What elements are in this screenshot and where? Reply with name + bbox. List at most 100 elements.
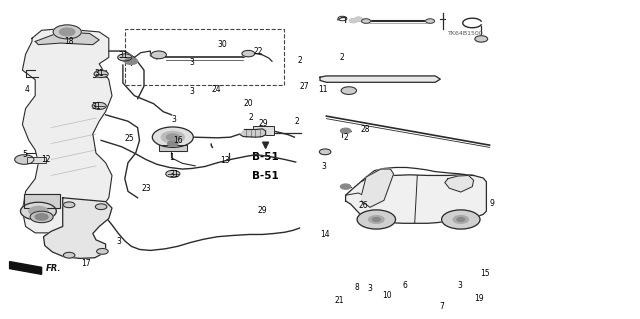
- Text: 2: 2: [294, 117, 300, 126]
- Text: 25: 25: [124, 134, 134, 143]
- Text: 2: 2: [343, 133, 348, 142]
- Text: 29: 29: [257, 206, 268, 215]
- Bar: [24, 194, 60, 208]
- Text: FR.: FR.: [46, 264, 61, 273]
- Text: 21: 21: [335, 296, 344, 305]
- Circle shape: [166, 134, 179, 140]
- Text: 31: 31: [169, 170, 179, 179]
- Circle shape: [30, 211, 53, 223]
- Circle shape: [475, 36, 488, 42]
- Polygon shape: [445, 175, 474, 192]
- Text: 19: 19: [474, 294, 484, 303]
- Text: 31: 31: [91, 102, 101, 111]
- Text: 6: 6: [402, 281, 407, 290]
- Text: 23: 23: [141, 184, 151, 193]
- Bar: [27, 157, 46, 163]
- Polygon shape: [362, 169, 394, 207]
- Text: 26: 26: [358, 201, 369, 210]
- Polygon shape: [35, 32, 99, 45]
- Circle shape: [369, 216, 384, 223]
- Circle shape: [35, 214, 48, 220]
- Polygon shape: [240, 129, 266, 137]
- Circle shape: [357, 210, 396, 229]
- Text: 15: 15: [480, 269, 490, 278]
- Polygon shape: [44, 198, 112, 258]
- Circle shape: [362, 19, 371, 23]
- Text: 3: 3: [189, 87, 195, 96]
- Circle shape: [92, 102, 106, 109]
- Text: B-51: B-51: [252, 152, 279, 162]
- Circle shape: [20, 202, 56, 220]
- Text: 16: 16: [173, 136, 183, 145]
- Text: 2: 2: [297, 56, 302, 65]
- Text: 3: 3: [457, 281, 462, 290]
- Circle shape: [60, 28, 75, 36]
- Text: 13: 13: [220, 156, 230, 165]
- Circle shape: [63, 252, 75, 258]
- Text: 3: 3: [321, 162, 326, 171]
- Circle shape: [361, 19, 369, 23]
- Circle shape: [152, 127, 193, 147]
- Circle shape: [340, 128, 351, 133]
- Circle shape: [319, 149, 331, 155]
- Text: 28: 28: [360, 125, 369, 134]
- Text: 12: 12: [42, 155, 51, 164]
- Bar: [159, 145, 187, 151]
- Polygon shape: [10, 262, 42, 274]
- Text: 22: 22: [254, 47, 263, 56]
- Polygon shape: [320, 76, 440, 82]
- Polygon shape: [346, 175, 486, 223]
- Text: 2: 2: [339, 53, 344, 62]
- Circle shape: [457, 218, 465, 221]
- Polygon shape: [22, 29, 112, 233]
- Circle shape: [242, 50, 255, 57]
- Circle shape: [453, 216, 468, 223]
- Bar: [27, 157, 46, 163]
- Text: 7: 7: [439, 302, 444, 311]
- Text: 14: 14: [320, 230, 330, 239]
- FancyBboxPatch shape: [253, 126, 274, 135]
- Circle shape: [372, 218, 380, 221]
- Circle shape: [340, 184, 351, 189]
- Text: 9: 9: [489, 199, 494, 208]
- Text: 24: 24: [211, 85, 221, 94]
- Circle shape: [94, 70, 108, 78]
- Text: 1: 1: [169, 153, 174, 162]
- Circle shape: [63, 202, 75, 208]
- Text: 18: 18: [65, 37, 74, 46]
- Circle shape: [29, 206, 48, 216]
- Text: 31: 31: [94, 69, 104, 78]
- Text: 17: 17: [81, 259, 92, 268]
- Text: 20: 20: [243, 99, 253, 108]
- Text: 3: 3: [367, 284, 372, 293]
- Circle shape: [341, 87, 356, 94]
- Text: 4: 4: [24, 85, 29, 94]
- Circle shape: [151, 51, 166, 59]
- Bar: [159, 145, 187, 151]
- Text: 2: 2: [248, 113, 253, 122]
- Circle shape: [97, 249, 108, 254]
- Text: 3: 3: [172, 115, 177, 124]
- Bar: [24, 194, 60, 208]
- Circle shape: [15, 155, 34, 164]
- Circle shape: [125, 58, 138, 64]
- Circle shape: [166, 170, 180, 177]
- Circle shape: [95, 204, 107, 210]
- Text: 30: 30: [218, 40, 228, 48]
- Circle shape: [442, 210, 480, 229]
- Text: 11: 11: [319, 85, 328, 94]
- Circle shape: [118, 54, 132, 61]
- Circle shape: [161, 131, 184, 143]
- Text: 8: 8: [355, 283, 360, 292]
- Circle shape: [355, 17, 362, 21]
- Circle shape: [426, 19, 435, 23]
- Text: B-51: B-51: [252, 171, 279, 181]
- Text: 5: 5: [22, 150, 27, 159]
- Text: TK64B1500: TK64B1500: [448, 31, 484, 36]
- Text: 29: 29: [259, 119, 269, 128]
- Circle shape: [349, 19, 357, 23]
- Circle shape: [53, 25, 81, 39]
- Text: 3: 3: [189, 58, 195, 67]
- Text: 3: 3: [116, 237, 121, 246]
- Text: 31: 31: [118, 51, 128, 60]
